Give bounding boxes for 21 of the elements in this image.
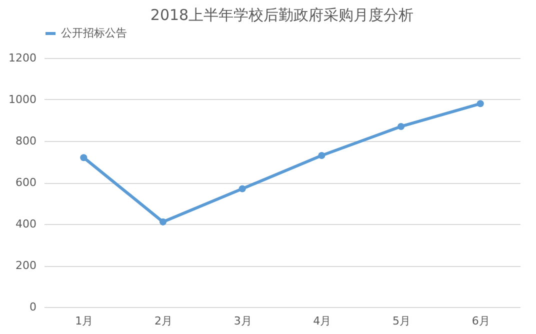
point xyxy=(238,185,246,192)
chart-title: 2018上半年学校后勤政府采购月度分析 xyxy=(150,6,414,24)
y-tick-label: 200 xyxy=(16,259,36,272)
legend-label: 公开招标公告 xyxy=(61,26,127,40)
x-tick-label: 3月 xyxy=(234,314,252,328)
x-tick-label: 4月 xyxy=(313,314,332,328)
point xyxy=(476,100,484,108)
x-tick-label: 6月 xyxy=(472,314,490,328)
point xyxy=(80,154,88,162)
y-tick-label: 800 xyxy=(16,134,36,148)
point xyxy=(397,122,405,130)
x-tick-label: 2月 xyxy=(154,314,172,328)
y-tick-label: 1200 xyxy=(8,52,36,64)
x-tick-label: 5月 xyxy=(392,314,410,328)
y-tick-label: 1000 xyxy=(8,93,36,106)
y-tick-label: 400 xyxy=(16,218,36,230)
x-tick-label: 1月 xyxy=(75,314,94,328)
y-tick-label: 600 xyxy=(16,176,36,189)
point xyxy=(318,152,326,160)
point xyxy=(159,218,167,226)
y-tick-label: 0 xyxy=(30,300,36,314)
